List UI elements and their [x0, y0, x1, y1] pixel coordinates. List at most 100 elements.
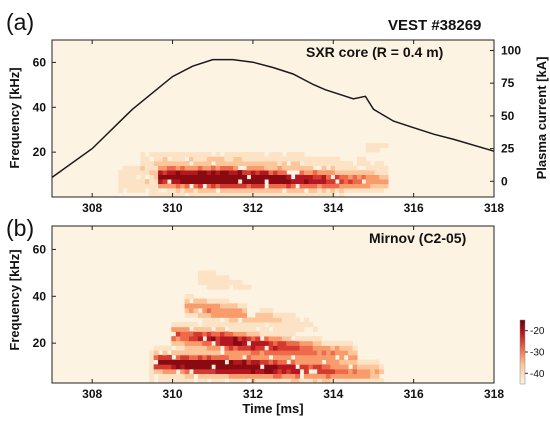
panel-a-frame — [51, 39, 495, 198]
heatmap-cell — [202, 174, 208, 180]
heatmap-cell — [193, 165, 199, 171]
heatmap-cell — [180, 156, 186, 162]
panel-b-ylabel: Frequency [kHz] — [7, 249, 22, 350]
heatmap-cell — [242, 336, 248, 342]
heatmap-cell — [149, 378, 155, 384]
heatmap-cell — [215, 317, 221, 323]
heatmap-cell — [299, 326, 305, 332]
heatmap-cell — [264, 331, 270, 337]
heatmap-cell — [136, 183, 141, 189]
heatmap-cell — [299, 174, 305, 180]
heatmap-cell — [352, 179, 358, 184]
heatmap-cell — [202, 331, 208, 337]
heatmap-cell — [202, 359, 208, 365]
heatmap-cell — [224, 308, 230, 314]
heatmap-cell — [317, 340, 323, 346]
heatmap-cell — [162, 354, 168, 360]
heatmap-cell — [215, 275, 221, 281]
heatmap-cell — [162, 368, 168, 374]
heatmap-cell — [268, 156, 274, 162]
heatmap-cell — [127, 183, 133, 189]
heatmap-cell — [158, 179, 164, 184]
heatmap-cell — [242, 322, 248, 328]
heatmap-cell — [220, 179, 225, 184]
heatmap-cell — [299, 183, 305, 189]
heatmap-cell — [299, 345, 305, 351]
heatmap-cell — [158, 174, 164, 180]
heatmap-cell — [224, 317, 230, 323]
heatmap-cell — [273, 359, 278, 365]
heatmap-cell — [383, 143, 389, 149]
heatmap-cell — [175, 192, 181, 198]
heatmap-cell — [352, 183, 358, 189]
panel-b-xlabel: Time [ms] — [242, 401, 303, 416]
heatmap-cell — [255, 179, 261, 184]
heatmap-cell — [326, 364, 331, 370]
heatmap-cell — [197, 279, 203, 285]
heatmap-cell — [220, 322, 225, 328]
heatmap-cell — [215, 298, 221, 304]
heatmap-cell — [286, 340, 292, 346]
heatmap-cell — [365, 165, 371, 171]
heatmap-cell — [343, 179, 349, 184]
heatmap-cell — [215, 174, 221, 180]
heatmap-cell — [312, 174, 318, 180]
heatmap-cell — [197, 350, 203, 356]
heatmap-cell — [268, 312, 274, 318]
heatmap-cell — [290, 183, 296, 189]
heatmap-cell — [189, 312, 194, 318]
heatmap-cell — [206, 183, 212, 189]
heatmap-cell — [215, 156, 221, 162]
heatmap-cell — [317, 354, 323, 360]
heatmap-cell — [233, 364, 239, 370]
heatmap-cell — [312, 188, 318, 193]
heatmap-cell — [224, 354, 230, 360]
heatmap-cell — [220, 326, 225, 332]
y2-tick-label: 25 — [501, 142, 515, 156]
heatmap-cell — [215, 179, 221, 184]
heatmap-cell — [352, 188, 358, 193]
heatmap-cell — [273, 364, 278, 370]
heatmap-cell — [242, 345, 248, 351]
heatmap-cell — [215, 326, 221, 332]
panel-b-label: (b) — [6, 215, 34, 241]
heatmap-cell — [334, 350, 340, 356]
heatmap-cell — [233, 373, 239, 379]
heatmap-cell — [242, 161, 248, 166]
heatmap-cell — [206, 340, 212, 346]
heatmap-cell — [268, 322, 274, 328]
heatmap-cell — [250, 152, 256, 157]
heatmap-cell — [237, 284, 243, 290]
heatmap-cell — [255, 359, 261, 365]
heatmap-cell — [180, 359, 186, 365]
heatmap-cell — [166, 378, 172, 384]
heatmap-cell — [343, 165, 349, 171]
heatmap-cell — [290, 359, 296, 365]
heatmap-cell — [228, 359, 234, 365]
heatmap-cell — [361, 183, 367, 189]
heatmap-cell — [233, 152, 239, 157]
heatmap-cell — [228, 322, 234, 328]
heatmap-cell — [374, 183, 380, 189]
heatmap-cell — [233, 284, 239, 290]
heatmap-cell — [193, 192, 199, 198]
heatmap-cell — [233, 170, 239, 175]
heatmap-cell — [339, 192, 345, 198]
heatmap-cell — [197, 165, 203, 171]
heatmap-cell — [175, 165, 181, 171]
heatmap-cell — [281, 350, 287, 356]
heatmap-cell — [224, 298, 230, 304]
heatmap-cell — [144, 183, 150, 189]
heatmap-cell — [224, 340, 230, 346]
heatmap-cell — [312, 336, 318, 342]
heatmap-cell — [281, 368, 287, 374]
heatmap-cell — [370, 174, 376, 180]
heatmap-cell — [211, 354, 217, 360]
heatmap-cell — [255, 354, 261, 360]
heatmap-cell — [206, 373, 212, 379]
heatmap-cell — [326, 156, 331, 162]
heatmap-cell — [334, 188, 340, 193]
heatmap-cell — [175, 378, 181, 384]
heatmap-cell — [273, 368, 278, 374]
heatmap-cell — [259, 183, 265, 189]
